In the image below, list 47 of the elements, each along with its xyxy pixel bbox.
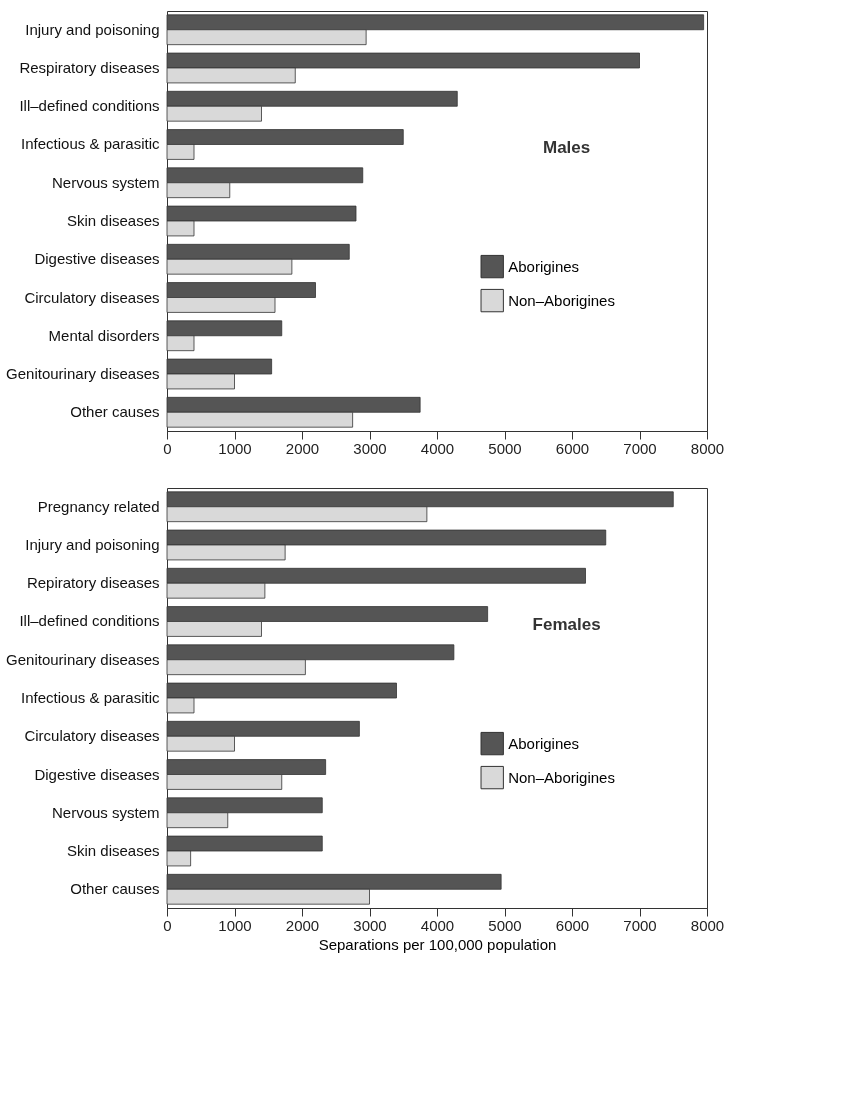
y-tick-label: Digestive diseases: [34, 250, 160, 268]
y-tick-label: Repiratory diseases: [26, 574, 160, 592]
legend-label: Aborigines: [508, 734, 580, 752]
y-tick-label: Pregnancy related: [37, 497, 160, 515]
y-tick-label: Other causes: [70, 403, 160, 421]
x-tick-label: 8000: [690, 439, 725, 457]
y-tick-label: Digestive diseases: [34, 765, 160, 783]
y-tick-label: Other causes: [70, 880, 160, 898]
y-tick-label: Respiratory diseases: [19, 58, 160, 76]
x-tick-label: 1000: [218, 916, 252, 934]
y-tick-label: Infectious & parasitic: [21, 689, 160, 706]
x-tick-label: 6000: [555, 439, 590, 457]
legend-label: Non–Aborigines: [508, 291, 615, 309]
x-tick-label: 0: [163, 439, 172, 457]
y-tick-label: Circulatory diseases: [24, 288, 160, 306]
y-tick-label: Genitourinary diseases: [6, 365, 160, 383]
x-tick-label: 1000: [218, 439, 252, 457]
y-tick-label: Genitourinary diseases: [6, 650, 160, 668]
x-tick-label: 8000: [690, 916, 725, 934]
legend-label: Non–Aborigines: [508, 768, 615, 786]
annotation: Males: [542, 137, 591, 157]
x-tick-label: 4000: [420, 916, 455, 934]
x-tick-label: 3000: [353, 439, 387, 457]
x-tick-label: 4000: [420, 439, 455, 457]
x-tick-label: 6000: [555, 916, 590, 934]
y-tick-label: Nervous system: [51, 803, 160, 821]
x-tick-label: 3000: [353, 916, 387, 934]
x-tick-label: 5000: [488, 439, 522, 457]
x-tick-label: 7000: [623, 439, 657, 457]
y-tick-label: Circulatory diseases: [24, 727, 160, 745]
annotation: Females: [532, 614, 601, 634]
y-tick-label: Mental disorders: [48, 326, 160, 344]
x-axis-title: Separations per 100,000 population: [318, 935, 557, 953]
x-tick-label: 2000: [285, 439, 320, 457]
x-tick-label: 7000: [623, 916, 657, 934]
x-tick-label: 5000: [488, 916, 522, 934]
y-tick-label: Ill–defined conditions: [19, 612, 160, 630]
legend-label: Aborigines: [508, 257, 580, 275]
y-tick-label: Injury and poisoning: [25, 20, 160, 38]
y-tick-label: Infectious & parasitic: [21, 135, 160, 153]
y-tick-label: Skin diseases: [66, 842, 160, 860]
y-tick-label: Injury and poisoning: [25, 535, 160, 553]
x-tick-label: 2000: [285, 916, 320, 934]
y-tick-label: Skin diseases: [66, 212, 160, 229]
y-tick-label: Ill–defined conditions: [19, 97, 160, 115]
y-tick-label: Nervous system: [51, 173, 160, 191]
x-tick-label: 0: [163, 916, 172, 934]
